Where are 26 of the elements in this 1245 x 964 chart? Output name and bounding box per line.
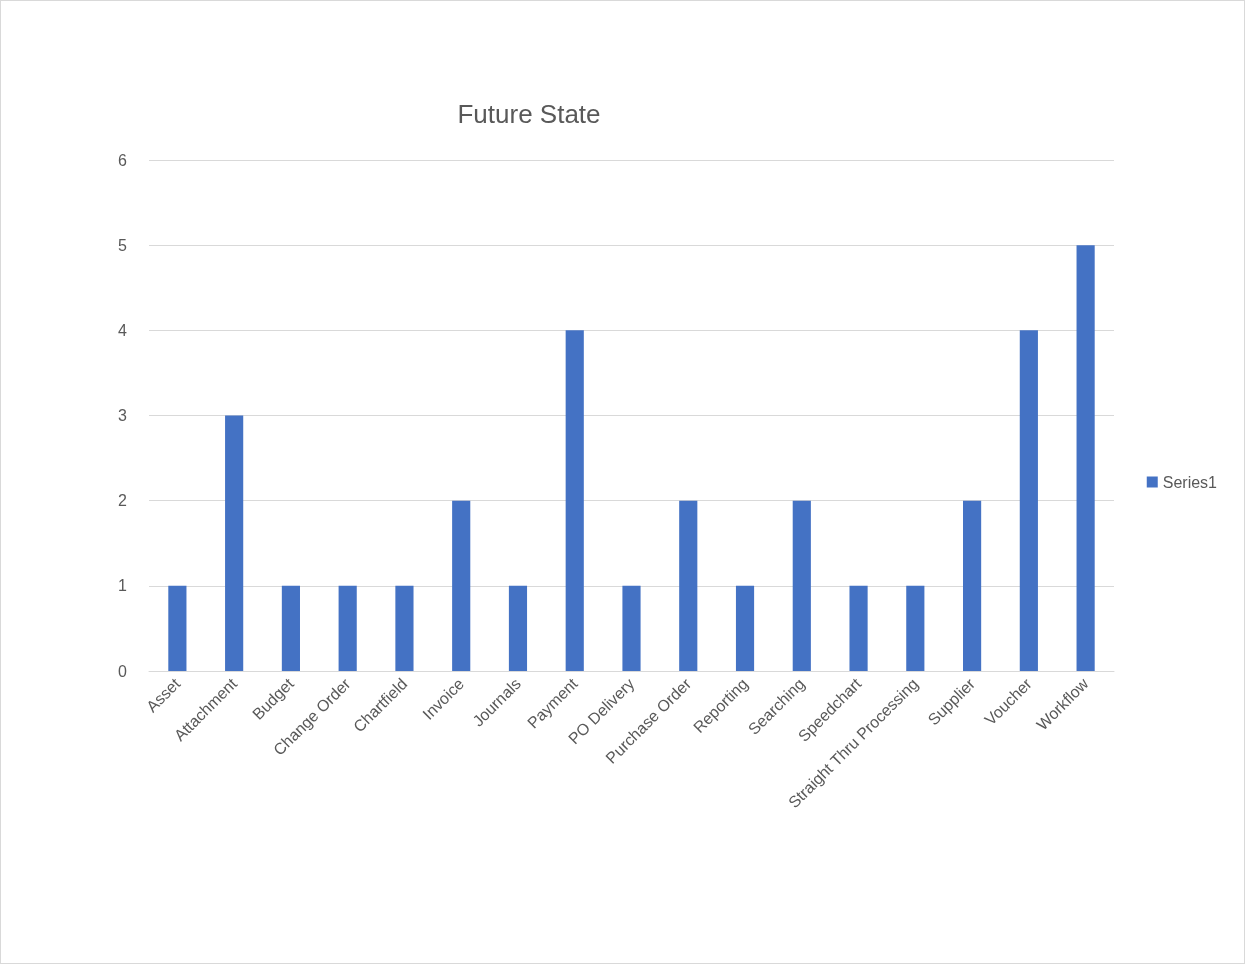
bar — [792, 500, 811, 671]
y-tick-label: 5 — [118, 236, 128, 254]
bar — [849, 585, 868, 671]
y-tick-label: 6 — [118, 151, 128, 169]
y-tick-label: 2 — [118, 492, 128, 510]
bar — [395, 585, 414, 671]
bar — [1019, 330, 1038, 671]
bar — [338, 585, 357, 671]
legend-label: Series1 — [1162, 473, 1218, 491]
bar — [735, 585, 755, 671]
bar — [452, 500, 471, 671]
bar — [225, 415, 244, 671]
bar — [963, 500, 982, 671]
bar — [906, 585, 925, 671]
y-tick-label: 0 — [118, 662, 128, 680]
bar — [508, 585, 528, 671]
bar — [168, 585, 187, 671]
y-tick-label: 4 — [118, 321, 128, 339]
y-tick-label: 1 — [118, 577, 128, 595]
chart-title: Future State — [457, 99, 601, 129]
bar — [622, 585, 641, 671]
bar — [565, 330, 584, 671]
bar — [281, 585, 300, 671]
bar — [1076, 245, 1095, 671]
y-tick-label: 3 — [118, 407, 128, 424]
bar — [679, 500, 698, 671]
